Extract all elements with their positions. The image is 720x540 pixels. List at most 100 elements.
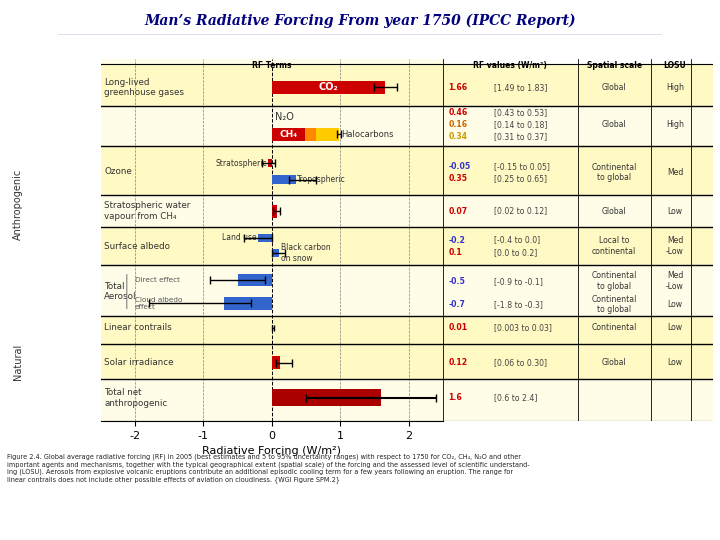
- Text: [-1.8 to -0.3]: [-1.8 to -0.3]: [494, 300, 543, 309]
- Text: Black carbon
on snow: Black carbon on snow: [281, 244, 330, 263]
- Bar: [443, 64, 713, 106]
- Text: Solar irradiance: Solar irradiance: [104, 359, 174, 367]
- Text: LOSU: LOSU: [664, 60, 686, 70]
- Text: [1.49 to 1.83]: [1.49 to 1.83]: [494, 83, 547, 92]
- Bar: [272, 249, 279, 258]
- Text: 0.46: 0.46: [448, 108, 467, 117]
- Text: [0.06 to 0.30]: [0.06 to 0.30]: [494, 359, 547, 367]
- Text: Ozone: Ozone: [104, 167, 132, 176]
- Text: Continental
to global: Continental to global: [592, 272, 637, 291]
- Bar: [101, 379, 443, 421]
- Text: Low: Low: [667, 323, 683, 332]
- Text: Global: Global: [602, 83, 626, 92]
- Text: Continental
to global: Continental to global: [592, 163, 637, 183]
- Bar: [305, 127, 315, 140]
- Text: Global: Global: [602, 207, 626, 215]
- Text: Natural: Natural: [13, 343, 23, 380]
- Bar: [238, 274, 272, 286]
- Bar: [272, 176, 296, 184]
- Text: Linear contrails: Linear contrails: [104, 323, 172, 332]
- Text: Anthropogenic: Anthropogenic: [13, 168, 23, 240]
- Text: [0.003 to 0.03]: [0.003 to 0.03]: [494, 323, 552, 332]
- Bar: [443, 379, 713, 421]
- Text: Long-lived
greenhouse gases: Long-lived greenhouse gases: [104, 78, 184, 97]
- Text: [-0.15 to 0.05]: [-0.15 to 0.05]: [494, 162, 550, 171]
- Text: N₂O: N₂O: [275, 112, 294, 122]
- Bar: [101, 227, 443, 265]
- Text: Continental: Continental: [592, 323, 637, 332]
- Text: High: High: [666, 120, 684, 129]
- Text: Global: Global: [602, 120, 626, 129]
- X-axis label: Radiative Forcing (W/m²): Radiative Forcing (W/m²): [202, 447, 341, 456]
- Text: Land use: Land use: [222, 233, 257, 242]
- Bar: [101, 344, 443, 379]
- Bar: [101, 195, 443, 227]
- Text: Med
-Low: Med -Low: [666, 272, 684, 291]
- Text: RF Terms: RF Terms: [252, 60, 292, 70]
- Text: 0.1: 0.1: [448, 248, 462, 256]
- Text: -0.2: -0.2: [448, 235, 465, 245]
- Text: 0.35: 0.35: [448, 174, 467, 183]
- Text: Spatial scale: Spatial scale: [587, 60, 642, 70]
- Bar: [272, 205, 276, 218]
- Text: Direct effect: Direct effect: [135, 277, 180, 283]
- Text: Cloud albedo
effect: Cloud albedo effect: [135, 297, 182, 310]
- Text: Total net
anthropogenic: Total net anthropogenic: [104, 388, 168, 408]
- Text: High: High: [666, 83, 684, 92]
- Bar: [443, 227, 713, 265]
- Bar: [101, 146, 443, 195]
- Text: [0.25 to 0.65]: [0.25 to 0.65]: [494, 174, 547, 183]
- Text: [-0.9 to -0.1]: [-0.9 to -0.1]: [494, 276, 543, 286]
- Bar: [101, 106, 443, 146]
- Bar: [443, 265, 713, 316]
- Bar: [101, 64, 443, 106]
- Bar: [258, 234, 272, 242]
- Text: [0.31 to 0.37]: [0.31 to 0.37]: [494, 132, 547, 141]
- Text: Stratospheric water
vapour from CH₄: Stratospheric water vapour from CH₄: [104, 201, 191, 221]
- Text: 0.16: 0.16: [448, 120, 467, 129]
- Text: [0.0 to 0.2]: [0.0 to 0.2]: [494, 248, 537, 256]
- Text: -0.05: -0.05: [448, 162, 470, 171]
- Text: 0.12: 0.12: [448, 359, 467, 367]
- Text: 1.6: 1.6: [448, 393, 462, 402]
- Bar: [224, 297, 272, 310]
- Bar: [272, 127, 305, 140]
- Text: -0.7: -0.7: [448, 300, 465, 309]
- Text: [0.6 to 2.4]: [0.6 to 2.4]: [494, 393, 537, 402]
- Bar: [443, 344, 713, 379]
- Text: Low: Low: [667, 207, 683, 215]
- Text: Med
-Low: Med -Low: [666, 237, 684, 256]
- Bar: [269, 159, 272, 167]
- Bar: [272, 356, 280, 369]
- Text: 1.66: 1.66: [448, 83, 467, 92]
- Text: CH₄: CH₄: [279, 130, 297, 139]
- Bar: [443, 316, 713, 344]
- Bar: [443, 195, 713, 227]
- Text: Surface albedo: Surface albedo: [104, 241, 170, 251]
- Text: 0.01: 0.01: [448, 323, 467, 332]
- Bar: [272, 389, 382, 406]
- Text: CO₂: CO₂: [319, 83, 338, 92]
- Text: [0.14 to 0.18]: [0.14 to 0.18]: [494, 120, 547, 129]
- Text: -0.5: -0.5: [448, 276, 465, 286]
- Text: Med: Med: [667, 168, 683, 177]
- Text: Stratospheric: Stratospheric: [215, 159, 267, 168]
- Text: [0.02 to 0.12]: [0.02 to 0.12]: [494, 207, 547, 215]
- Text: Local to
continental: Local to continental: [592, 237, 636, 256]
- Bar: [101, 316, 443, 344]
- Bar: [443, 106, 713, 146]
- Bar: [443, 146, 713, 195]
- Text: 0.34: 0.34: [448, 132, 467, 141]
- Text: Halocarbons: Halocarbons: [341, 130, 393, 139]
- Text: RF values (W/m²): RF values (W/m²): [473, 60, 547, 70]
- Text: Man’s Radiative Forcing From year 1750 (IPCC Report): Man’s Radiative Forcing From year 1750 (…: [144, 14, 576, 28]
- Bar: [315, 127, 339, 140]
- Text: Low: Low: [667, 359, 683, 367]
- Text: Global: Global: [602, 359, 626, 367]
- Bar: [272, 81, 385, 94]
- Text: [-0.4 to 0.0]: [-0.4 to 0.0]: [494, 235, 540, 245]
- Text: Continental
to global: Continental to global: [592, 295, 637, 314]
- Text: [0.43 to 0.53]: [0.43 to 0.53]: [494, 108, 547, 117]
- Text: Total
Aerosol: Total Aerosol: [104, 282, 137, 301]
- Text: Figure 2.4. Global average radiative forcing (RF) in 2005 (best estimates and 5 : Figure 2.4. Global average radiative for…: [7, 454, 530, 483]
